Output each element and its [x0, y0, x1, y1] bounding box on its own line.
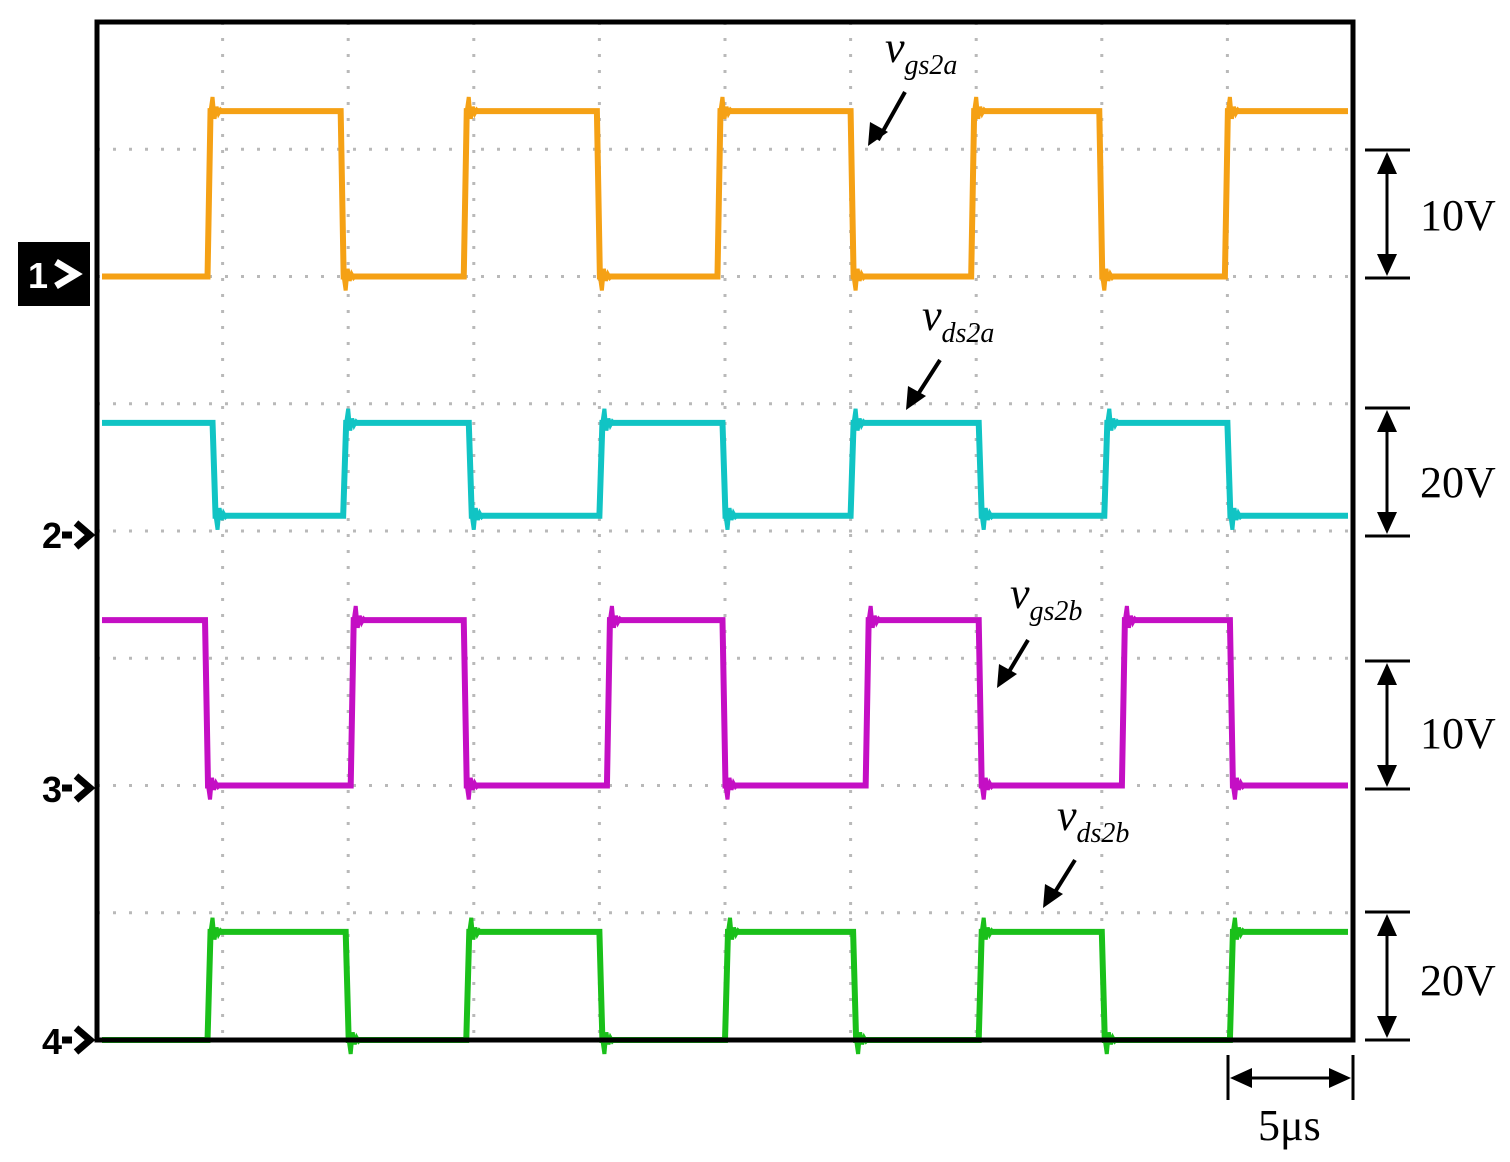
channel-marker-3: 3 — [42, 769, 96, 810]
trace-ch4-ringing-7 — [1102, 1031, 1119, 1055]
trace-ch4-ringing-5 — [854, 1031, 870, 1055]
annotation-vds2b: vds2b — [1043, 791, 1129, 908]
channel-marker-4: 4 — [42, 1021, 96, 1062]
trace-ch4-ringing-6 — [979, 917, 996, 940]
trace-ch1-ringing-6 — [972, 96, 988, 120]
marker-3-arrow-icon — [62, 773, 96, 803]
trace-ch2 — [102, 419, 1348, 519]
trace-ch1-ringing-5 — [851, 268, 868, 291]
trace-ch1-ringing-7 — [1100, 268, 1116, 291]
channel-marker-1: 1 — [18, 242, 90, 306]
trace-ch4-ringing-4 — [726, 917, 742, 940]
trace-ch3-ringing-7 — [1122, 605, 1139, 629]
trace-ch3-ringing-8 — [1230, 777, 1247, 800]
trace-ch2-ringing-2 — [469, 507, 486, 531]
trace-ch2-ringing-4 — [723, 507, 739, 531]
trace-ch1-ringing-8 — [1225, 96, 1242, 120]
trace-ch2-ringing-6 — [979, 507, 996, 531]
scale-bar-ch2: 20V — [1365, 406, 1496, 538]
trace-ch4-ringing-0 — [208, 917, 224, 940]
marker-2-arrow-icon — [62, 520, 96, 550]
marker-4-arrow-icon — [62, 1025, 96, 1055]
trace-ch2-ringing-5 — [851, 408, 868, 431]
scale-label-ch2: 20V — [1420, 458, 1496, 507]
annotation-vgs2b-sub: gs2b — [1030, 596, 1083, 627]
channel-marker-2: 2 — [42, 515, 96, 556]
trace-ch1-ringing-4 — [718, 96, 734, 120]
annotation-vds2a: vds2a — [906, 291, 994, 410]
annotation-vds2b-sub: ds2b — [1077, 818, 1130, 849]
trace-ch1-ringing-2 — [464, 96, 481, 120]
trace-ch1-ringing-3 — [597, 268, 614, 291]
annotation-vgs2b: vgs2b — [997, 569, 1082, 688]
svg-text:vgs2b: vgs2b — [1010, 569, 1082, 627]
trace-ch1-ringing-1 — [341, 268, 358, 291]
trace-ch3 — [102, 617, 1348, 789]
scale-label-ch4: 20V — [1420, 956, 1496, 1005]
grid — [97, 22, 1353, 1040]
svg-text:vgs2a: vgs2a — [885, 23, 957, 81]
scale-bar-ch3: 10V — [1365, 659, 1496, 791]
traces — [102, 96, 1348, 1055]
annotation-vgs2a-sub: gs2a — [905, 50, 958, 81]
trace-ch3-ringing-4 — [723, 777, 739, 800]
channel-marker-1-label: 1 — [28, 255, 48, 296]
plot-frame — [94, 19, 1356, 1043]
annotation-vgs2b-base: v — [1010, 569, 1030, 618]
trace-ch4 — [102, 928, 1348, 1043]
scale-bar-ch4: 20V — [1365, 910, 1496, 1042]
trace-ch2-ringing-7 — [1105, 408, 1121, 431]
time-scale-bar: 5μs — [1226, 1055, 1355, 1150]
trace-ch2-ringing-3 — [600, 408, 616, 431]
scale-bar-ch1: 10V — [1365, 148, 1496, 280]
scale-label-ch1: 10V — [1420, 191, 1496, 240]
channel-marker-2-label: 2 — [42, 515, 62, 556]
trace-ch3-ringing-1 — [351, 605, 368, 629]
annotation-vgs2a-base: v — [885, 23, 905, 72]
trace-ch4-ringing-3 — [600, 1031, 616, 1055]
trace-ch1-ringing-0 — [208, 96, 224, 120]
trace-ch2-ringing-8 — [1228, 507, 1244, 531]
annotation-vds2a-base: v — [922, 291, 942, 340]
svg-text:vds2b: vds2b — [1057, 791, 1129, 849]
trace-ch4-ringing-1 — [346, 1031, 363, 1055]
annotation-vds2b-base: v — [1057, 791, 1077, 840]
svg-text:vds2a: vds2a — [922, 291, 994, 349]
trace-ch3-ringing-3 — [607, 605, 624, 629]
annotation-vgs2a: vgs2a — [868, 23, 957, 146]
time-scale-label: 5μs — [1258, 1101, 1321, 1150]
trace-ch1 — [102, 108, 1348, 280]
channel-marker-3-label: 3 — [42, 769, 62, 810]
trace-ch3-ringing-2 — [464, 777, 481, 800]
trace-ch2-ringing-1 — [344, 408, 360, 431]
trace-ch4-ringing-2 — [467, 917, 483, 940]
trace-ch4-ringing-8 — [1230, 917, 1247, 940]
channel-marker-4-label: 4 — [42, 1021, 62, 1062]
trace-ch3-ringing-6 — [979, 777, 996, 800]
scale-label-ch3: 10V — [1420, 709, 1496, 758]
marker-1-arrow-icon — [54, 258, 83, 290]
trace-ch3-ringing-5 — [866, 605, 883, 629]
trace-ch2-ringing-0 — [213, 507, 229, 531]
trace-ch3-ringing-0 — [206, 777, 222, 800]
annotation-vds2a-sub: ds2a — [942, 318, 995, 349]
